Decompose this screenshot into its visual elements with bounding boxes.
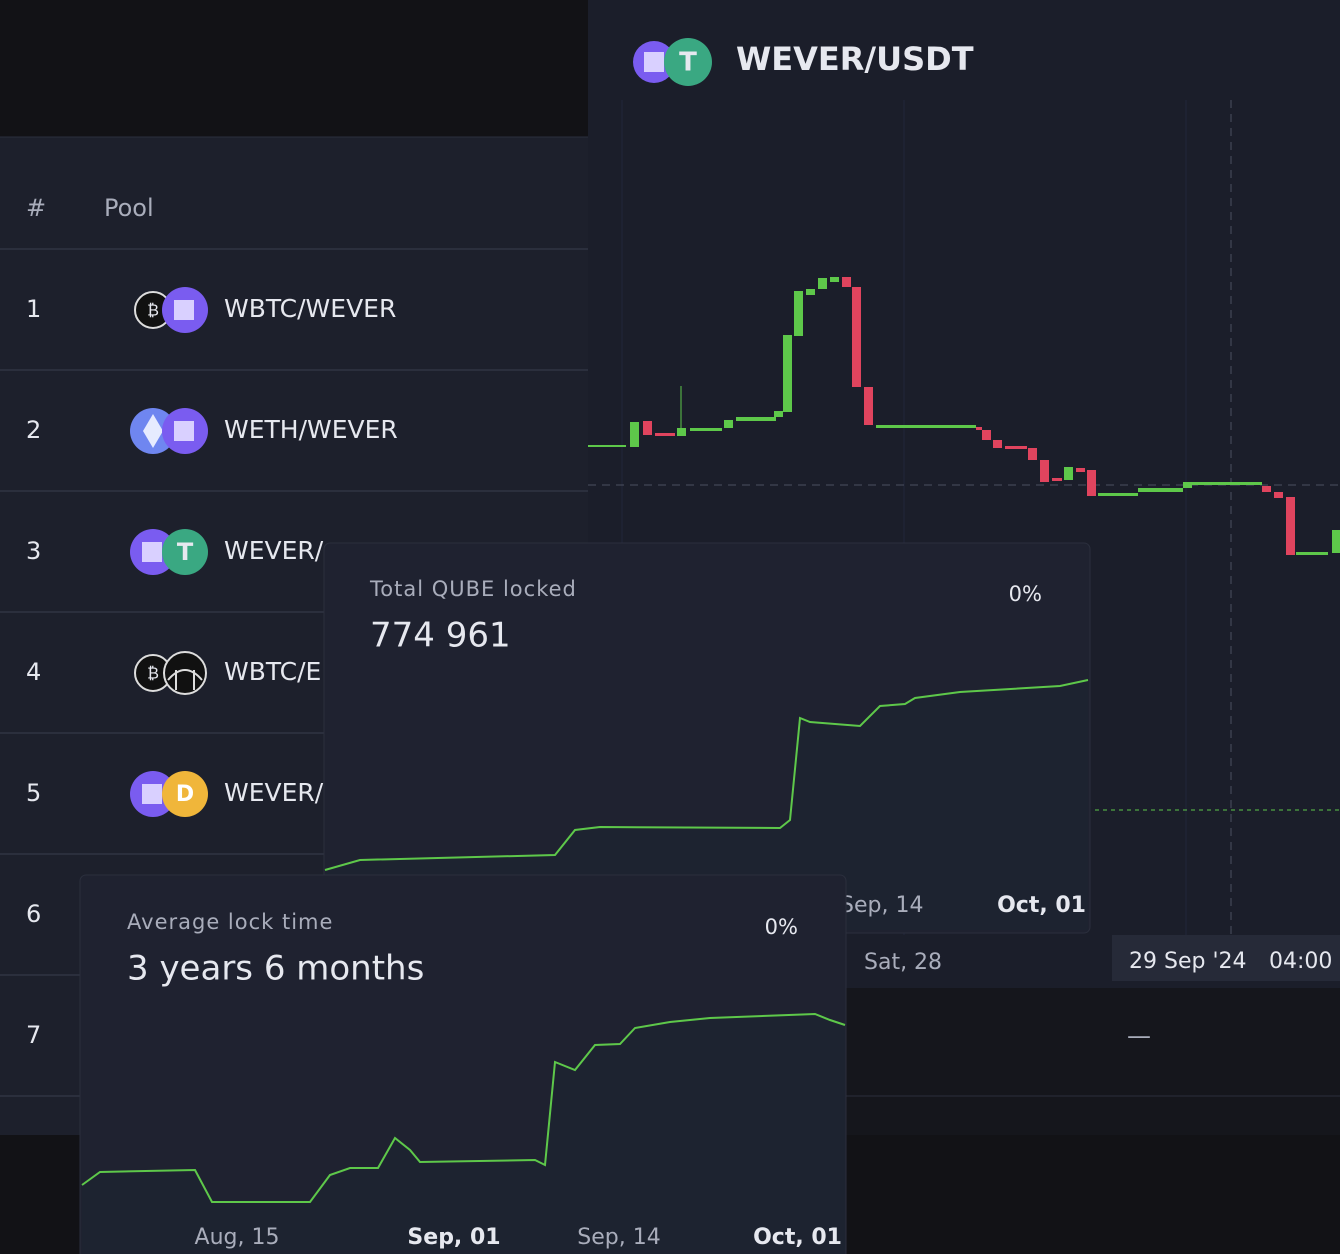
x-label: Sep, 14	[577, 1225, 660, 1250]
row-rank: 1	[26, 295, 41, 323]
icon	[664, 38, 712, 86]
card-change: 0%	[1009, 582, 1042, 606]
row-rank: 4	[26, 658, 41, 686]
x-label: Oct, 01	[997, 893, 1086, 918]
candles	[588, 277, 1340, 555]
svg-text:₿: ₿	[147, 664, 159, 683]
card-title: Total QUBE locked	[369, 577, 577, 601]
x-label: Sep, 01	[407, 1225, 500, 1250]
x-label: Oct, 01	[753, 1225, 842, 1250]
crosshair-date: 29 Sep '24	[1129, 949, 1247, 974]
icon	[644, 52, 664, 72]
card-change: 0%	[765, 915, 798, 939]
row-rank: 6	[26, 900, 41, 928]
area	[325, 680, 1088, 930]
crosshair-label	[1112, 935, 1340, 981]
header-rank: #	[26, 194, 46, 222]
x-label: Sep, 14	[840, 893, 923, 918]
row-rank: 5	[26, 779, 41, 807]
row-rank: 2	[26, 416, 41, 444]
card-value: 774 961	[370, 616, 511, 656]
empty-value: —	[1127, 1022, 1151, 1050]
svg-text:D: D	[176, 782, 194, 807]
card-title: Average lock time	[127, 910, 333, 934]
svg-text:₿: ₿	[147, 301, 159, 320]
row-pool: WETH/WEVER	[224, 415, 398, 444]
icon: T	[679, 48, 697, 78]
crosshair-time: 04:00	[1269, 949, 1332, 974]
row-rank: 7	[26, 1021, 41, 1049]
header-pool: Pool	[104, 194, 154, 222]
x-label: Sat, 28	[864, 950, 942, 975]
card-value: 3 years 6 months	[127, 949, 424, 989]
pair-title: WEVER/USDT	[736, 40, 974, 78]
row-rank: 3	[26, 537, 41, 565]
area	[82, 1014, 845, 1254]
x-label: Aug, 15	[195, 1225, 280, 1250]
row-pool: WEVER/	[224, 778, 324, 807]
trend-line	[81, 1012, 846, 1203]
trend-line	[324, 679, 1089, 871]
card-total-locked: Total QUBE locked 774 961 0% Sep, 14 Oct…	[323, 542, 1091, 934]
token-icons: ₿ T ₿ D	[130, 287, 208, 817]
card-average-lock: Average lock time 3 years 6 months 0% Au…	[79, 874, 847, 1254]
svg-text:T: T	[177, 538, 194, 566]
row-pool: WEVER/	[224, 536, 324, 565]
row-pool: WBTC/WEVER	[224, 294, 396, 323]
row-pool: WBTC/E	[224, 657, 321, 686]
